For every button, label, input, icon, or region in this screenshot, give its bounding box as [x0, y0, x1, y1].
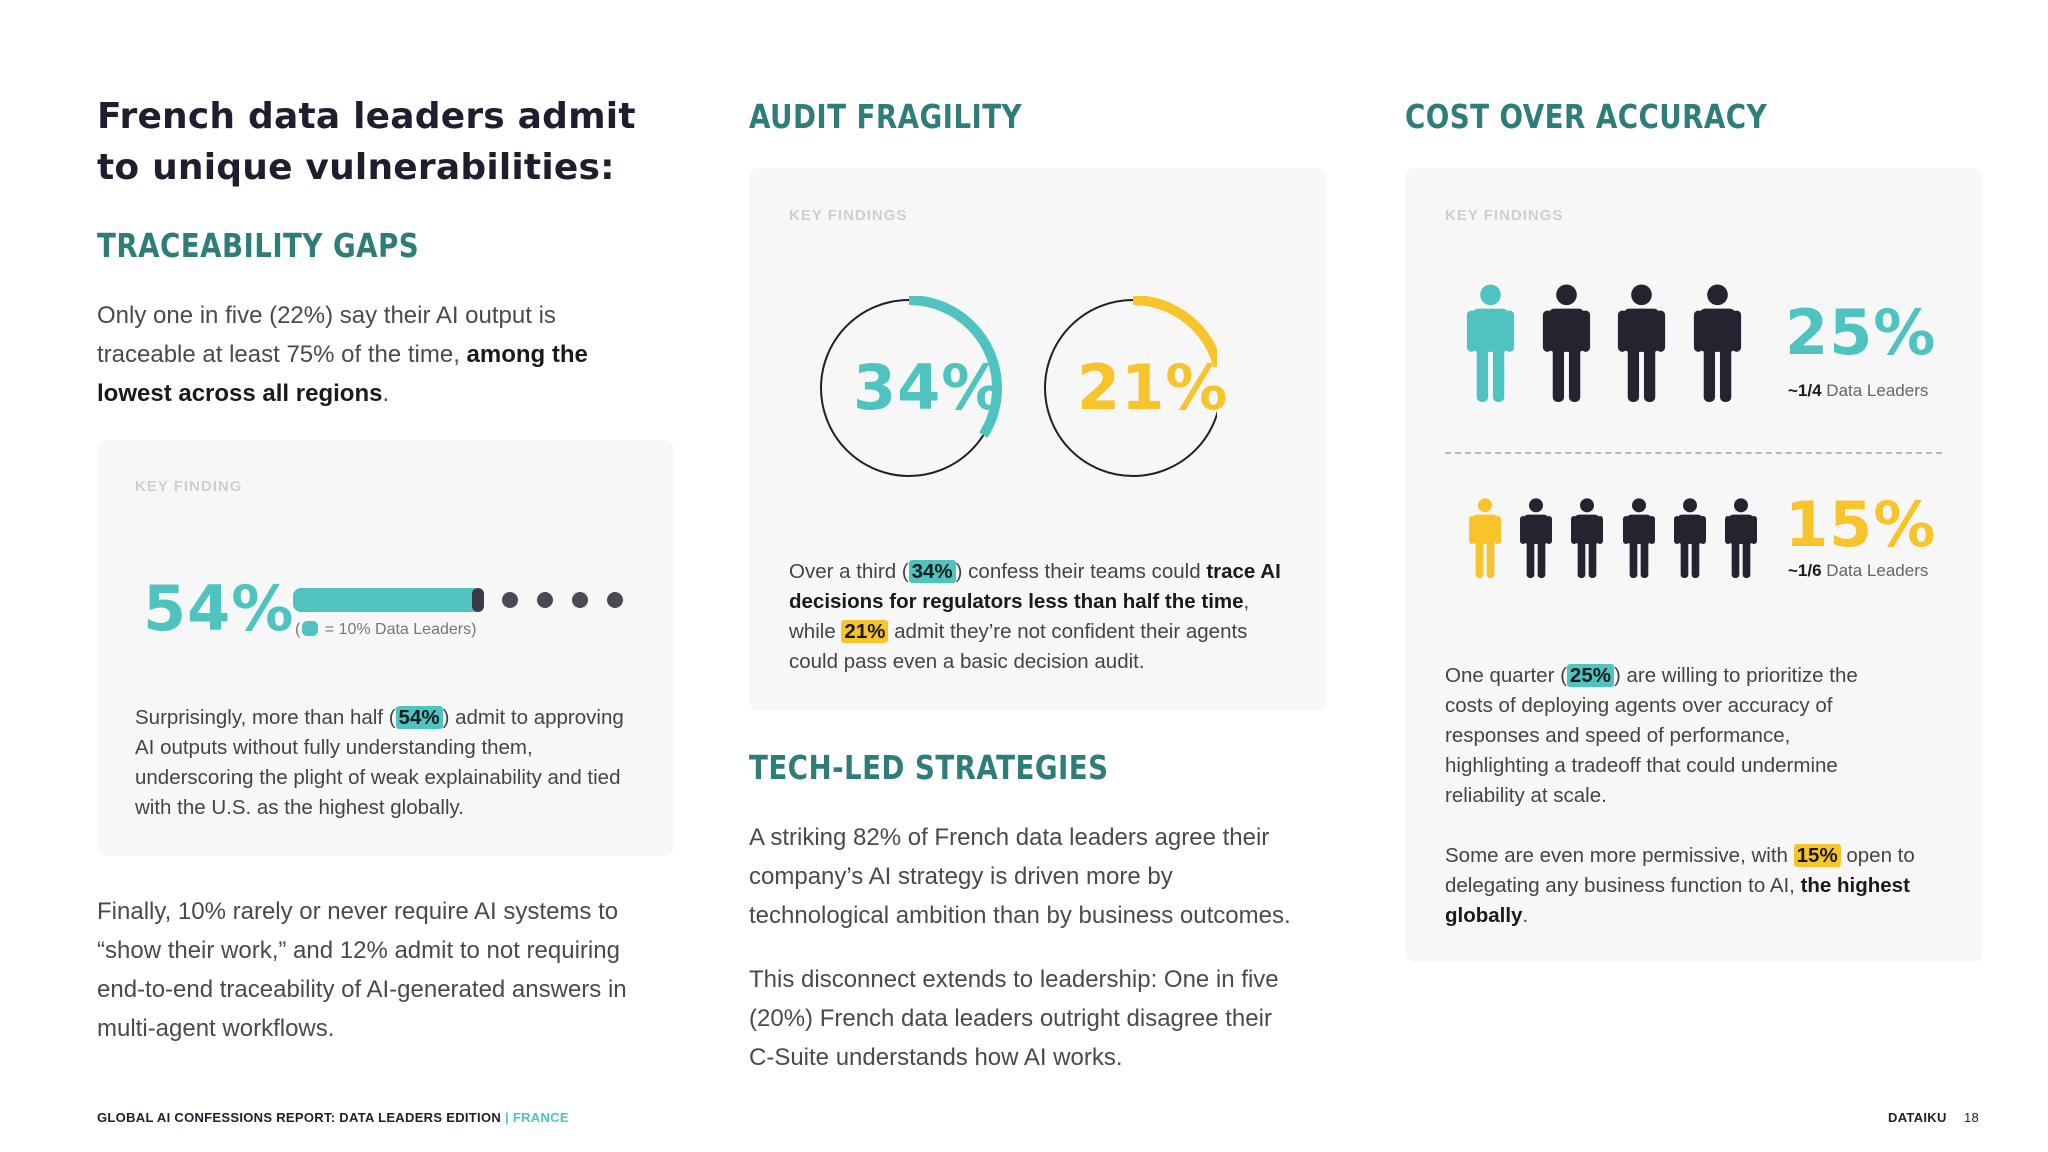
sub-text: Data Leaders	[1821, 561, 1929, 580]
page-number: 18	[1964, 1110, 1980, 1125]
footer-country: FRANCE	[512, 1110, 569, 1125]
audit-heading: AUDIT FRAGILITY	[749, 97, 1023, 136]
sub-text: Data Leaders	[1821, 381, 1929, 400]
sub-fraction: ~1/4	[1788, 381, 1822, 400]
legend: ( = 10% Data Leaders)	[295, 621, 476, 639]
progress-dot-empty	[537, 592, 553, 608]
cost-desc-1: One quarter (25%) are willing to priorit…	[1445, 661, 1885, 811]
person-icon	[1673, 498, 1706, 578]
dashed-divider	[1445, 452, 1942, 454]
desc-part: .	[1522, 904, 1529, 927]
cost-desc-2: Some are even more permissive, with 15% …	[1445, 841, 1915, 931]
footer-report-title: GLOBAL AI CONFESSIONS REPORT: DATA LEADE…	[97, 1110, 502, 1125]
highlight-21: 21%	[841, 620, 889, 643]
highlight-25: 25%	[1566, 664, 1614, 687]
progress-dot-empty	[502, 592, 518, 608]
intro-text: Only one in five (22%) say their AI outp…	[97, 302, 556, 368]
sub-label-sixth: ~1/6 Data Leaders	[1788, 561, 1928, 581]
people-row-quarter	[1461, 284, 1763, 408]
progress-dot-empty	[572, 592, 588, 608]
desc-part: ) confess their teams could	[955, 560, 1207, 583]
intro-bold: among the lowest across all regions	[97, 341, 588, 407]
traceability-final: Finally, 10% rarely or never require AI …	[97, 898, 627, 1042]
person-icon	[1617, 284, 1666, 402]
legend-open: (	[295, 621, 301, 638]
person-icon	[1571, 498, 1604, 578]
stat-25: 25%	[1785, 296, 1937, 369]
desc-part: ) admit to approving AI outputs without …	[135, 706, 624, 819]
key-finding-desc: Surprisingly, more than half (54%) admit…	[135, 703, 635, 823]
person-icon	[1466, 284, 1515, 402]
desc-part: open to delegating any business function…	[1445, 844, 1915, 897]
footer-brand: DATAIKU	[1888, 1110, 1947, 1125]
key-finding-label: KEY FINDING	[135, 478, 243, 495]
sub-label-quarter: ~1/4 Data Leaders	[1788, 381, 1928, 401]
footer-report: GLOBAL AI CONFESSIONS REPORT: DATA LEADE…	[97, 1110, 569, 1125]
audit-desc: Over a third (34%) confess their teams c…	[789, 557, 1299, 677]
stat-21: 21%	[1077, 351, 1229, 424]
desc-part: Some are even more permissive, with	[1445, 844, 1794, 867]
key-findings-label: KEY FINDINGS	[1445, 207, 1564, 224]
stat-54: 54%	[143, 572, 295, 645]
desc-part: ) are willing to prioritize the costs of…	[1445, 664, 1858, 807]
desc-part: One quarter (	[1445, 664, 1567, 687]
donut-charts	[817, 296, 1217, 481]
legend-text: = 10% Data Leaders)	[320, 621, 477, 638]
sub-fraction: ~1/6	[1788, 561, 1822, 580]
traceability-heading: TRACEABILITY GAPS	[97, 226, 420, 265]
person-icon	[1542, 284, 1590, 402]
cost-heading: COST OVER ACCURACY	[1405, 97, 1768, 136]
highlight-54: 54%	[395, 706, 443, 729]
tech-para-1: A striking 82% of French data leaders ag…	[749, 824, 1291, 929]
stat-15: 15%	[1785, 488, 1937, 561]
donut-arc-21	[1040, 296, 1217, 481]
person-icon	[1724, 498, 1757, 578]
desc-bold: trace AI decisions for regulators less t…	[789, 560, 1281, 613]
desc-part: Surprisingly, more than half (	[135, 706, 396, 729]
footer-sep: |	[501, 1110, 513, 1125]
donut-arc-34	[817, 296, 1002, 481]
tech-para-2: This disconnect extends to leadership: O…	[749, 966, 1279, 1071]
key-finding-card: KEY FINDING 54% ( = 10% Data Leaders) Su…	[97, 440, 674, 856]
highlight-34: 34%	[908, 560, 956, 583]
progress-dots	[293, 588, 623, 612]
desc-part: admit they’re not confident their agents…	[789, 620, 1248, 673]
audit-card: KEY FINDINGS 34% 21% Over a third (34%) …	[749, 168, 1327, 711]
person-icon	[1469, 498, 1501, 578]
progress-dot-empty	[607, 592, 623, 608]
progress-bar-fill	[293, 588, 482, 612]
desc-part: , while	[789, 590, 1250, 643]
traceability-intro: Only one in five (22%) say their AI outp…	[97, 296, 617, 413]
person-icon	[1622, 498, 1655, 578]
cost-card: KEY FINDINGS 25% ~1/4 Data Leaders 15% ~…	[1405, 168, 1983, 962]
person-icon	[1520, 498, 1553, 578]
intro-end: .	[382, 380, 390, 407]
highlight-15: 15%	[1793, 844, 1841, 867]
progress-partial-cap	[472, 588, 484, 612]
legend-swatch	[302, 621, 319, 636]
desc-part: Over a third (	[789, 560, 909, 583]
key-findings-label: KEY FINDINGS	[789, 207, 908, 224]
progress-dots-group	[472, 588, 623, 612]
page-title: French data leaders admit to unique vuln…	[97, 96, 636, 188]
desc-bold: the highest globally	[1445, 874, 1910, 927]
person-icon	[1693, 284, 1741, 402]
people-row-sixth	[1465, 498, 1772, 582]
tech-heading: TECH-LED STRATEGIES	[749, 748, 1109, 787]
stat-34: 34%	[853, 351, 1005, 424]
